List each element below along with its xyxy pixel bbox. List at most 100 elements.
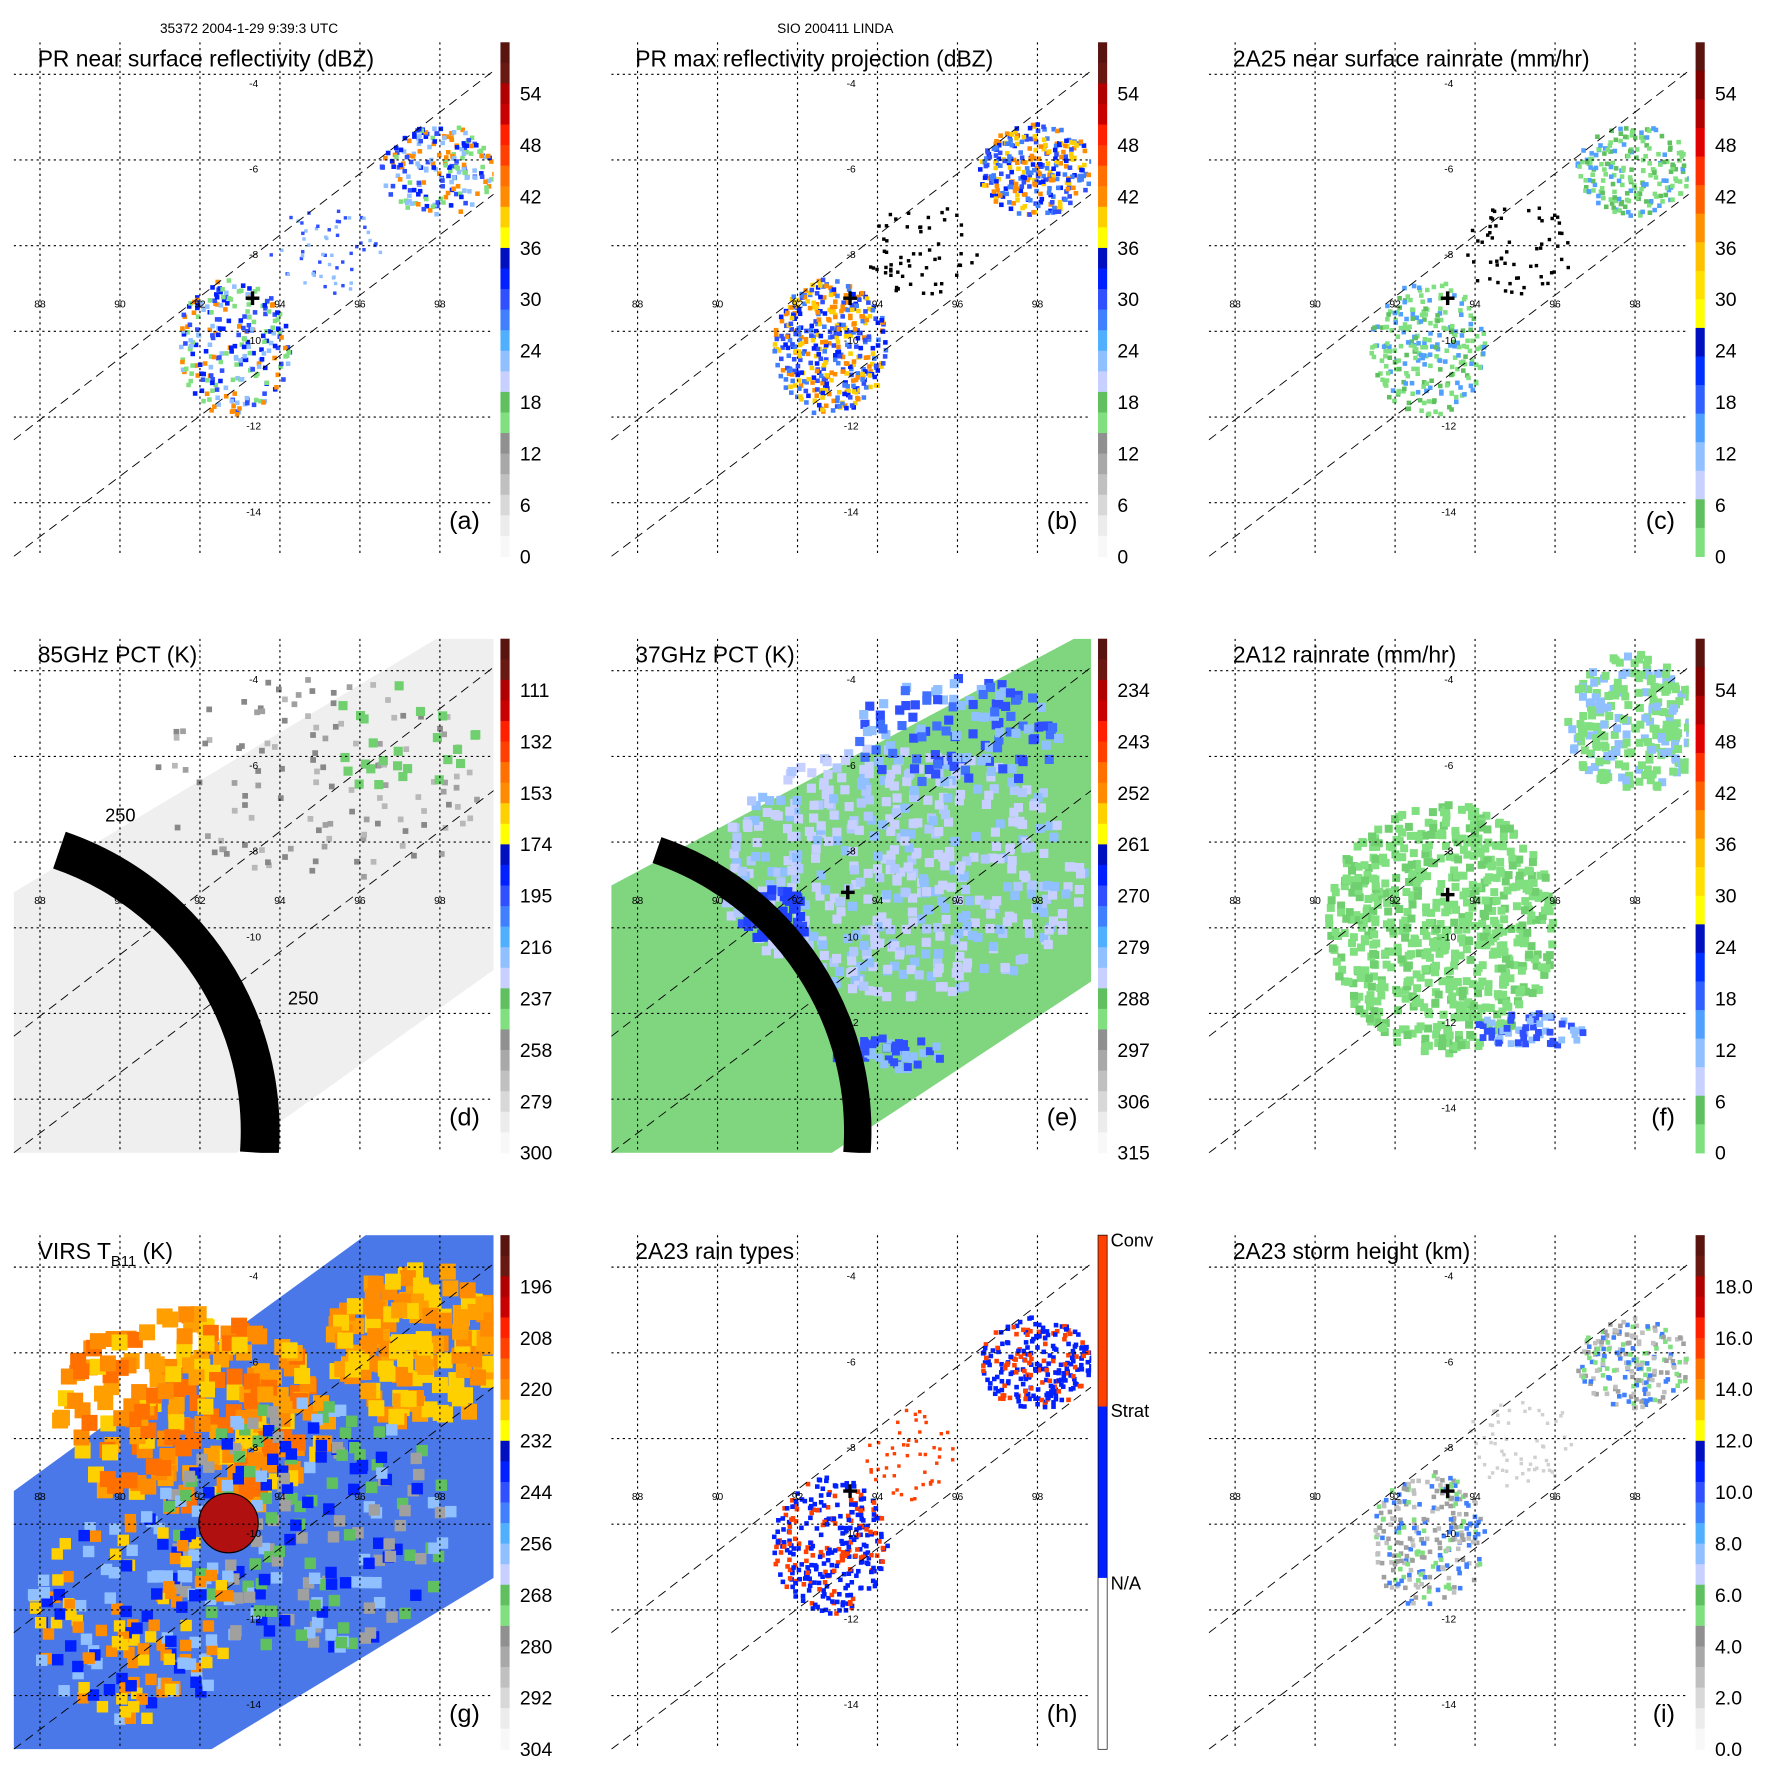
precip-pixel [218, 303, 224, 308]
precip-pixel [903, 1063, 912, 1072]
precip-pixel [1643, 666, 1652, 675]
precip-pixel [1439, 1010, 1448, 1019]
colorbar-segment [1695, 695, 1705, 725]
precip-pixel [810, 380, 815, 385]
precip-pixel [809, 323, 815, 329]
precip-pixel [1029, 734, 1040, 744]
precip-pixel [1381, 879, 1390, 888]
precip-pixel [335, 233, 340, 238]
precip-pixel [1474, 1041, 1483, 1050]
precip-pixel [1403, 977, 1412, 986]
precip-pixel [1392, 398, 1397, 404]
precip-pixel [368, 1400, 385, 1417]
precip-pixel [430, 778, 437, 785]
precip-pixel [482, 1355, 494, 1372]
precip-pixel [795, 925, 805, 935]
precip-pixel [262, 302, 268, 308]
precip-pixel [1487, 862, 1496, 871]
precip-pixel [215, 279, 221, 285]
precip-pixel [432, 1550, 445, 1563]
precip-pixel [1395, 309, 1400, 315]
precip-pixel [1415, 998, 1424, 1007]
precip-pixel [1038, 199, 1044, 205]
precip-pixel [1008, 817, 1018, 827]
precip-pixel [1687, 176, 1689, 181]
precip-pixel [883, 964, 893, 974]
precip-pixel [1395, 905, 1404, 914]
precip-pixel [1673, 166, 1679, 172]
colorbar-segment [500, 145, 510, 167]
precip-pixel [732, 832, 742, 842]
colorbar-tick-label: 36 [1117, 238, 1139, 260]
precip-pixel [100, 1415, 117, 1432]
precip-pixel [1359, 919, 1368, 928]
precip-pixel [1542, 1027, 1550, 1035]
precip-pixel [1488, 1027, 1496, 1035]
precip-pixel [1663, 685, 1672, 694]
precip-pixel [776, 877, 786, 887]
precip-pixel [845, 342, 850, 348]
precip-pixel [1617, 208, 1622, 213]
precip-pixel [415, 161, 420, 166]
precip-pixel [447, 168, 453, 174]
precip-pixel [1598, 143, 1603, 148]
precip-pixel [995, 924, 1005, 934]
precip-pixel [1460, 328, 1466, 333]
precip-pixel [1474, 989, 1483, 998]
precip-pixel [811, 346, 817, 351]
precip-pixel [475, 1296, 492, 1313]
precip-pixel [1530, 1023, 1537, 1031]
precip-pixel [908, 712, 918, 722]
precip-pixel [1615, 658, 1624, 667]
panel-title: VIRS TB11 (K) [38, 1238, 173, 1270]
precip-pixel [250, 367, 256, 372]
precip-pixel [1045, 136, 1050, 141]
precip-pixel [1408, 900, 1417, 909]
precip-pixel [1369, 350, 1375, 356]
precip-pixel [318, 260, 322, 264]
precip-pixel [1387, 309, 1393, 314]
precip-pixel [848, 1535, 854, 1540]
precip-pixel [73, 1363, 90, 1380]
precip-pixel [1424, 1024, 1433, 1033]
precip-pixel [885, 769, 896, 779]
precip-pixel [803, 336, 809, 342]
precip-pixel [414, 1552, 427, 1565]
precip-pixel [42, 1628, 55, 1640]
precip-pixel [378, 756, 388, 766]
precip-pixel [390, 183, 396, 189]
precip-pixel [421, 206, 427, 212]
precip-pixel [1641, 688, 1650, 697]
precip-pixel [242, 802, 248, 808]
precip-pixel [820, 395, 825, 400]
precip-pixel [901, 924, 911, 934]
precip-pixel [437, 725, 443, 732]
precip-pixel [941, 726, 951, 736]
precip-pixel [402, 184, 407, 190]
precip-pixel [208, 354, 214, 359]
precip-pixel [824, 283, 829, 289]
colorbar-segment [1695, 838, 1705, 868]
precip-pixel [1369, 874, 1378, 883]
precip-pixel [762, 807, 772, 817]
colorbar-segment [1695, 810, 1705, 840]
lat-label: -14 [844, 1104, 859, 1115]
precip-pixel [800, 900, 810, 910]
precip-pixel [366, 764, 376, 774]
precip-pixel [856, 798, 866, 808]
colorbar-segment [500, 453, 510, 475]
colorbar-tick-label: 18 [1117, 392, 1139, 414]
precip-pixel [1413, 347, 1419, 352]
lat-label: -6 [1444, 761, 1453, 772]
precip-pixel [1458, 918, 1467, 927]
precip-pixel [862, 337, 868, 343]
precip-pixel [180, 367, 186, 373]
precip-pixel [1444, 383, 1450, 388]
precip-pixel [218, 359, 224, 365]
precip-pixel [327, 228, 331, 232]
precip-pixel [1670, 162, 1675, 168]
precip-pixel [281, 1342, 298, 1359]
precip-pixel [903, 862, 913, 872]
colorbar-segment [500, 1440, 510, 1462]
